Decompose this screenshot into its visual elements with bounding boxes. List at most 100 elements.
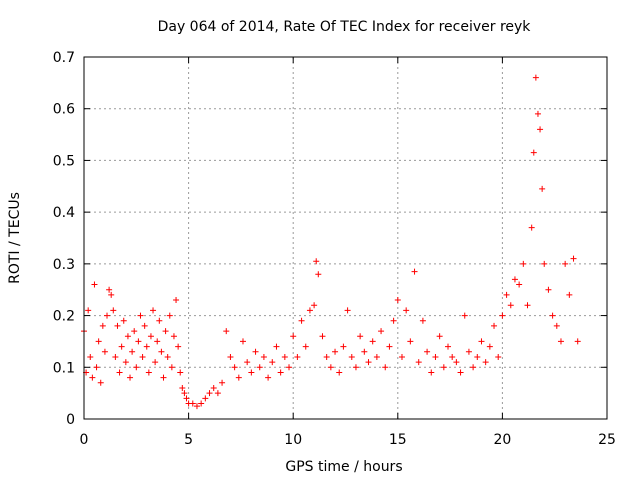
data-point [386,343,393,350]
x-tick-label: 5 [184,432,193,448]
data-point [89,374,96,381]
data-point [478,338,485,345]
data-point [357,333,364,340]
data-point [133,364,140,371]
data-point [183,395,190,402]
data-point [298,317,305,324]
y-tick-label: 0.5 [53,153,75,169]
data-point [150,307,157,314]
data-point [206,390,213,397]
data-point [445,343,452,350]
data-point [306,307,313,314]
data-point [147,333,154,340]
data-point [549,312,556,319]
data-point [87,353,94,360]
data-point [428,369,435,376]
data-point [407,338,414,345]
data-point [327,364,334,371]
x-tick-label: 25 [598,432,616,448]
data-point [365,359,372,366]
data-point [260,353,267,360]
data-point [214,390,221,397]
data-point [432,353,439,360]
scatter-points [81,74,581,410]
data-point [175,343,182,350]
data-point [470,364,477,371]
data-point [124,333,131,340]
data-point [223,328,230,335]
data-point [436,333,443,340]
data-point [545,286,552,293]
data-point [378,328,385,335]
data-point [106,286,113,293]
data-point [352,364,359,371]
data-point [281,353,288,360]
data-point [248,369,255,376]
data-point [156,317,163,324]
data-point [419,317,426,324]
data-point [557,338,564,345]
data-point [313,258,320,265]
data-point [403,307,410,314]
data-point [534,110,541,117]
data-point [390,317,397,324]
data-point [145,369,152,376]
data-point [99,322,106,329]
y-tick-label: 0.1 [53,360,75,376]
data-point [424,348,431,355]
data-point [235,374,242,381]
data-point [177,369,184,376]
data-point [511,276,518,283]
y-tick-label: 0.2 [53,309,75,325]
data-point [160,374,167,381]
data-point [482,359,489,366]
data-point [530,149,537,156]
data-point [574,338,581,345]
y-tick-label: 0.6 [53,102,75,118]
data-point [139,353,146,360]
data-point [382,364,389,371]
data-point [486,343,493,350]
data-point [277,369,284,376]
data-point [348,353,355,360]
data-point [122,359,129,366]
data-point [553,322,560,329]
data-point [154,338,161,345]
y-tick-label: 0.3 [53,257,75,273]
data-point [499,312,506,319]
data-point [319,333,326,340]
data-point [440,364,447,371]
data-point [269,359,276,366]
data-point [85,307,92,314]
data-point [131,328,138,335]
data-point [524,302,531,309]
data-point [164,353,171,360]
data-point [286,364,293,371]
data-point [198,400,205,407]
data-point [415,359,422,366]
data-point [532,74,539,81]
data-point [539,185,546,192]
data-point [173,297,180,304]
data-point [202,395,209,402]
data-point [108,291,115,298]
data-point [516,281,523,288]
data-point [311,302,318,309]
data-point [252,348,259,355]
data-point [95,338,102,345]
chart-title: Day 064 of 2014, Rate Of TEC Index for r… [158,19,532,35]
data-point [227,353,234,360]
data-point [120,317,127,324]
data-point [244,359,251,366]
x-tick-label: 0 [80,432,89,448]
data-point [528,224,535,231]
data-point [189,400,196,407]
data-point [495,353,502,360]
data-point [323,353,330,360]
data-point [193,403,200,410]
x-axis-label: GPS time / hours [285,459,402,475]
data-point [127,374,134,381]
data-point [537,126,544,133]
data-point [239,338,246,345]
